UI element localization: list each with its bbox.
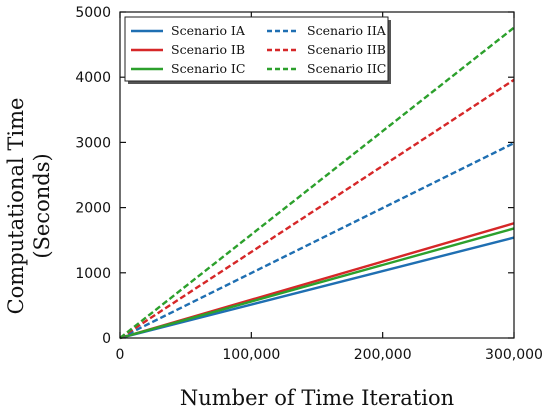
series-line-scenario-ic bbox=[119, 227, 515, 340]
y-tick-label: 5000 bbox=[75, 5, 111, 21]
series-line-scenario-iia bbox=[119, 141, 515, 340]
y-tick-label: 3000 bbox=[75, 135, 111, 151]
legend: Scenario IA Scenario IB Scenario IC Scenari… bbox=[124, 16, 391, 84]
series-layer bbox=[119, 26, 515, 340]
series-line-scenario-iib bbox=[119, 78, 515, 340]
y-tick-label: 4000 bbox=[75, 70, 111, 86]
x-tick-label: 300,000 bbox=[485, 347, 543, 363]
x-tick-label: 100,000 bbox=[222, 347, 280, 363]
legend-box bbox=[124, 16, 389, 82]
legend-label: Scenario IIC bbox=[307, 61, 386, 76]
y-tick-label: 0 bbox=[102, 331, 111, 347]
legend-label: Scenario IIA bbox=[307, 23, 387, 38]
legend-label: Scenario IC bbox=[171, 61, 245, 76]
legend-label: Scenario IA bbox=[171, 23, 246, 38]
y-tick-label: 2000 bbox=[75, 201, 111, 217]
x-axis-title: Number of Time Iteration bbox=[180, 386, 454, 410]
x-tick-label: 200,000 bbox=[354, 347, 412, 363]
series-line-scenario-iic bbox=[119, 26, 515, 339]
x-tick-label: 0 bbox=[116, 347, 125, 363]
legend-label: Scenario IB bbox=[171, 42, 245, 57]
plot-frame bbox=[119, 11, 515, 339]
y-tick-label: 1000 bbox=[75, 266, 111, 282]
y-axis-title-line2: (Seconds) bbox=[30, 153, 54, 258]
series-line-scenario-ia bbox=[119, 236, 515, 340]
y-axis-title-line1: Computational Time bbox=[4, 98, 28, 315]
axis-ticks: 0 100,000 200,000 300,000 0 1000 2000 3000 4000 5… bbox=[75, 5, 543, 363]
legend-label: Scenario IIB bbox=[307, 42, 386, 57]
